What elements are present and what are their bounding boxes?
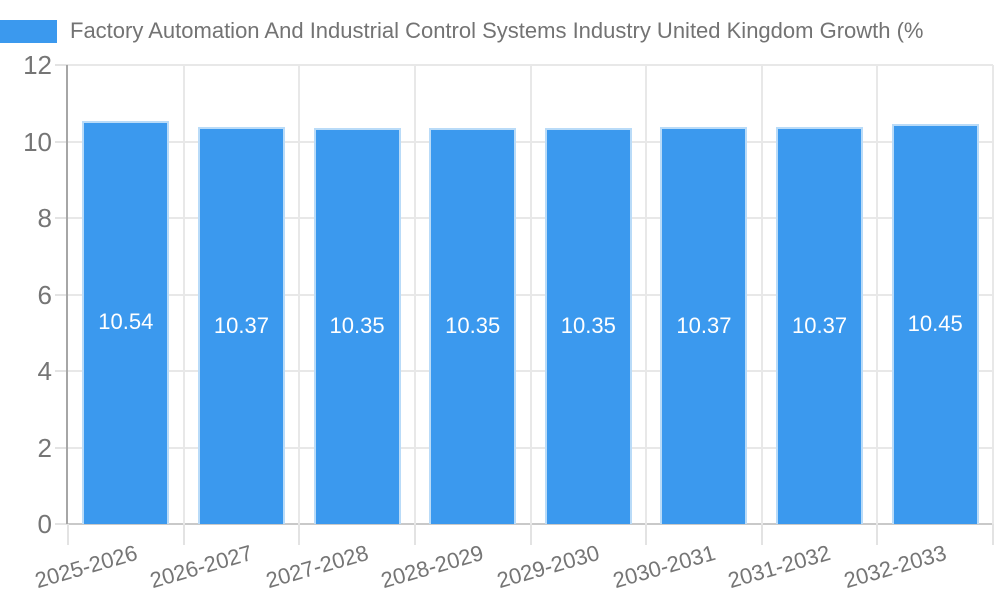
y-axis-tick-mark	[55, 446, 68, 449]
y-axis-line	[66, 65, 68, 524]
x-axis-tick-mark	[760, 524, 763, 545]
bar[interactable]	[82, 120, 170, 524]
y-axis-tick-label: 6	[37, 279, 52, 310]
y-axis-tick-label: 12	[23, 50, 52, 80]
x-axis-tick-mark	[413, 524, 416, 545]
y-axis-tick-mark	[55, 370, 68, 372]
y-axis-tick-mark	[55, 140, 68, 143]
x-axis-label: 2026-2027	[147, 540, 256, 594]
gridline-vertical	[529, 65, 532, 524]
gridline-vertical	[182, 65, 185, 524]
y-axis-tick-label: 4	[37, 356, 52, 386]
bar[interactable]	[544, 128, 632, 524]
x-axis-tick-mark	[298, 524, 301, 545]
x-axis-tick-mark	[529, 524, 532, 545]
gridline-vertical	[645, 65, 648, 524]
y-axis-tick-mark	[55, 293, 68, 296]
y-axis-tick-label: 2	[37, 432, 52, 463]
gridline-vertical	[760, 65, 763, 524]
x-axis-tick-mark	[645, 524, 648, 545]
x-axis-label: 2029-2030	[494, 540, 603, 594]
chart-title: Factory Automation And Industrial Contro…	[70, 18, 924, 43]
y-axis-tick-label: 0	[37, 509, 52, 539]
gridline-vertical	[992, 65, 994, 524]
x-axis-tick-mark	[67, 524, 69, 545]
x-axis-tick-mark	[182, 524, 185, 545]
x-axis-label: 2025-2026	[31, 540, 140, 594]
y-axis-tick-label: 10	[23, 126, 52, 157]
x-axis-label: 2030-2031	[609, 540, 718, 594]
bar[interactable]	[313, 128, 401, 524]
gridline-vertical	[876, 65, 879, 524]
bar[interactable]	[197, 127, 285, 524]
x-axis-label: 2031-2032	[725, 540, 834, 594]
y-axis-tick-mark	[55, 523, 68, 525]
legend-swatch[interactable]	[0, 20, 57, 43]
x-axis-label: 2028-2029	[378, 540, 487, 594]
x-axis-tick-mark	[876, 524, 879, 545]
x-axis-label: 2032-2033	[841, 540, 950, 594]
gridline-vertical	[298, 65, 301, 524]
y-axis-tick-label: 8	[37, 203, 52, 233]
y-axis-tick-mark	[55, 64, 68, 66]
x-axis-label: 2027-2028	[262, 540, 371, 594]
x-axis-tick-mark	[992, 524, 994, 545]
bar[interactable]	[660, 127, 748, 524]
gridline-vertical	[413, 65, 416, 524]
bar[interactable]	[429, 128, 517, 524]
bar[interactable]	[776, 127, 864, 524]
y-axis-tick-mark	[55, 217, 68, 219]
bar[interactable]	[891, 124, 979, 524]
